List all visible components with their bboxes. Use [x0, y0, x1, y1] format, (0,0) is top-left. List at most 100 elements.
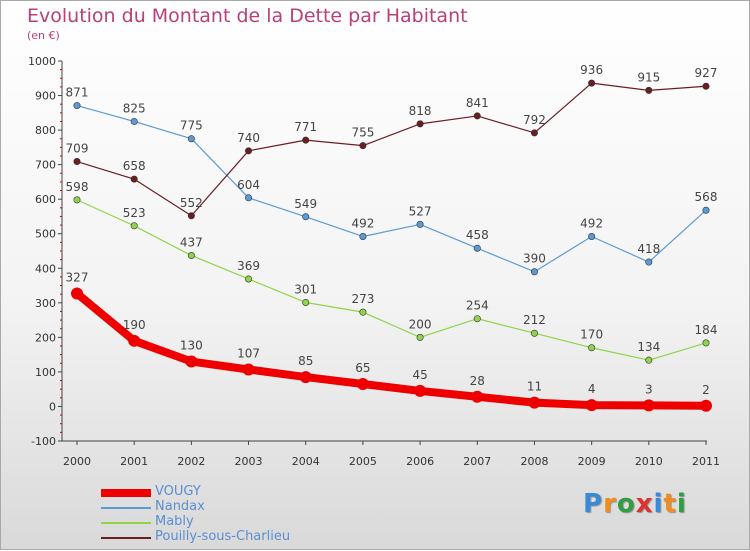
- data-label: 11: [527, 380, 542, 394]
- data-label: 771: [294, 120, 317, 134]
- data-label: 130: [180, 339, 203, 353]
- data-point: [585, 399, 598, 412]
- data-label: 527: [409, 204, 432, 218]
- y-tick-label: 600: [35, 193, 56, 206]
- y-tick-label: 400: [35, 262, 56, 275]
- data-point: [73, 196, 81, 204]
- x-tick-label: 2004: [292, 455, 320, 468]
- data-label: 740: [237, 131, 260, 145]
- data-point: [73, 158, 81, 166]
- y-tick-label: 800: [35, 124, 56, 137]
- legend-label: Mably: [155, 514, 194, 529]
- data-point: [187, 212, 195, 220]
- data-point: [359, 232, 367, 240]
- data-point: [645, 356, 653, 364]
- data-point: [702, 82, 710, 90]
- legend-swatch: [101, 507, 151, 509]
- data-point: [645, 86, 653, 94]
- data-label: 549: [294, 197, 317, 211]
- data-point: [473, 315, 481, 323]
- data-label: 369: [237, 259, 260, 273]
- data-point: [530, 129, 538, 137]
- data-label: 170: [580, 328, 603, 342]
- x-tick-label: 2007: [463, 455, 491, 468]
- data-label: 390: [523, 252, 546, 266]
- x-tick-label: 2003: [235, 455, 263, 468]
- data-label: 190: [123, 318, 146, 332]
- y-tick-label: 500: [35, 228, 56, 241]
- data-label: 604: [237, 178, 260, 192]
- data-label: 792: [523, 113, 546, 127]
- data-label: 552: [180, 196, 203, 210]
- data-point: [416, 220, 424, 228]
- x-tick-label: 2008: [520, 455, 548, 468]
- data-point: [73, 102, 81, 110]
- x-tick-label: 2010: [635, 455, 663, 468]
- data-point: [414, 384, 427, 397]
- y-tick-label: 700: [35, 159, 56, 172]
- y-tick-label: 100: [35, 366, 56, 379]
- data-label: 327: [66, 270, 89, 284]
- data-label: 841: [466, 96, 489, 110]
- data-label: 2: [702, 383, 710, 397]
- y-tick-label: 900: [35, 90, 56, 103]
- data-point: [473, 112, 481, 120]
- data-point: [71, 287, 83, 300]
- legend-swatch: [101, 537, 151, 539]
- data-label: 709: [66, 142, 89, 156]
- data-label: 492: [351, 216, 374, 230]
- data-label: 755: [351, 126, 374, 140]
- data-label: 28: [470, 374, 485, 388]
- proxiti-logo: Proxiti: [583, 489, 687, 519]
- x-tick-label: 2005: [349, 455, 377, 468]
- data-point: [530, 329, 538, 337]
- data-label: 598: [66, 180, 89, 194]
- logo-letter: i: [676, 489, 687, 519]
- data-label: 254: [466, 299, 489, 313]
- data-label: 107: [237, 346, 260, 360]
- legend-label: VOUGY: [155, 484, 201, 499]
- x-tick-label: 2000: [63, 455, 91, 468]
- legend-swatch: [101, 522, 151, 524]
- data-point: [416, 120, 424, 128]
- data-point: [299, 371, 312, 384]
- data-label: 927: [695, 66, 718, 80]
- data-label: 915: [637, 70, 660, 84]
- data-point: [185, 355, 198, 368]
- data-point: [245, 194, 253, 202]
- series-line-vougy: [73, 289, 710, 410]
- data-point: [530, 268, 538, 276]
- x-tick-label: 2009: [578, 455, 606, 468]
- data-label: 437: [180, 235, 203, 249]
- x-tick-label: 2001: [120, 455, 148, 468]
- data-point: [356, 378, 369, 390]
- data-label: 492: [580, 216, 603, 230]
- data-point: [471, 390, 484, 403]
- logo-letter: i: [653, 489, 664, 519]
- legend-label: Nandax: [155, 499, 205, 514]
- series-line-pouilly-sous-charlieu: [76, 82, 707, 217]
- logo-letter: P: [583, 489, 604, 519]
- data-point: [128, 334, 141, 347]
- data-label: 568: [695, 190, 718, 204]
- data-point: [130, 117, 138, 125]
- data-label: 212: [523, 313, 546, 327]
- data-label: 301: [294, 282, 317, 296]
- data-label: 825: [123, 101, 146, 115]
- legend-swatch: [101, 489, 151, 497]
- data-point: [302, 136, 310, 144]
- data-point: [588, 344, 596, 352]
- data-label: 818: [409, 104, 432, 118]
- data-label: 418: [637, 242, 660, 256]
- data-point: [473, 244, 481, 252]
- data-label: 458: [466, 228, 489, 242]
- data-point: [242, 363, 255, 376]
- data-label: 4: [588, 382, 596, 396]
- data-label: 273: [351, 292, 374, 306]
- data-point: [645, 258, 653, 266]
- data-point: [702, 339, 710, 347]
- data-label: 45: [412, 368, 427, 382]
- legend-label: Pouilly-sous-Charlieu: [155, 529, 291, 544]
- data-label: 523: [123, 206, 146, 220]
